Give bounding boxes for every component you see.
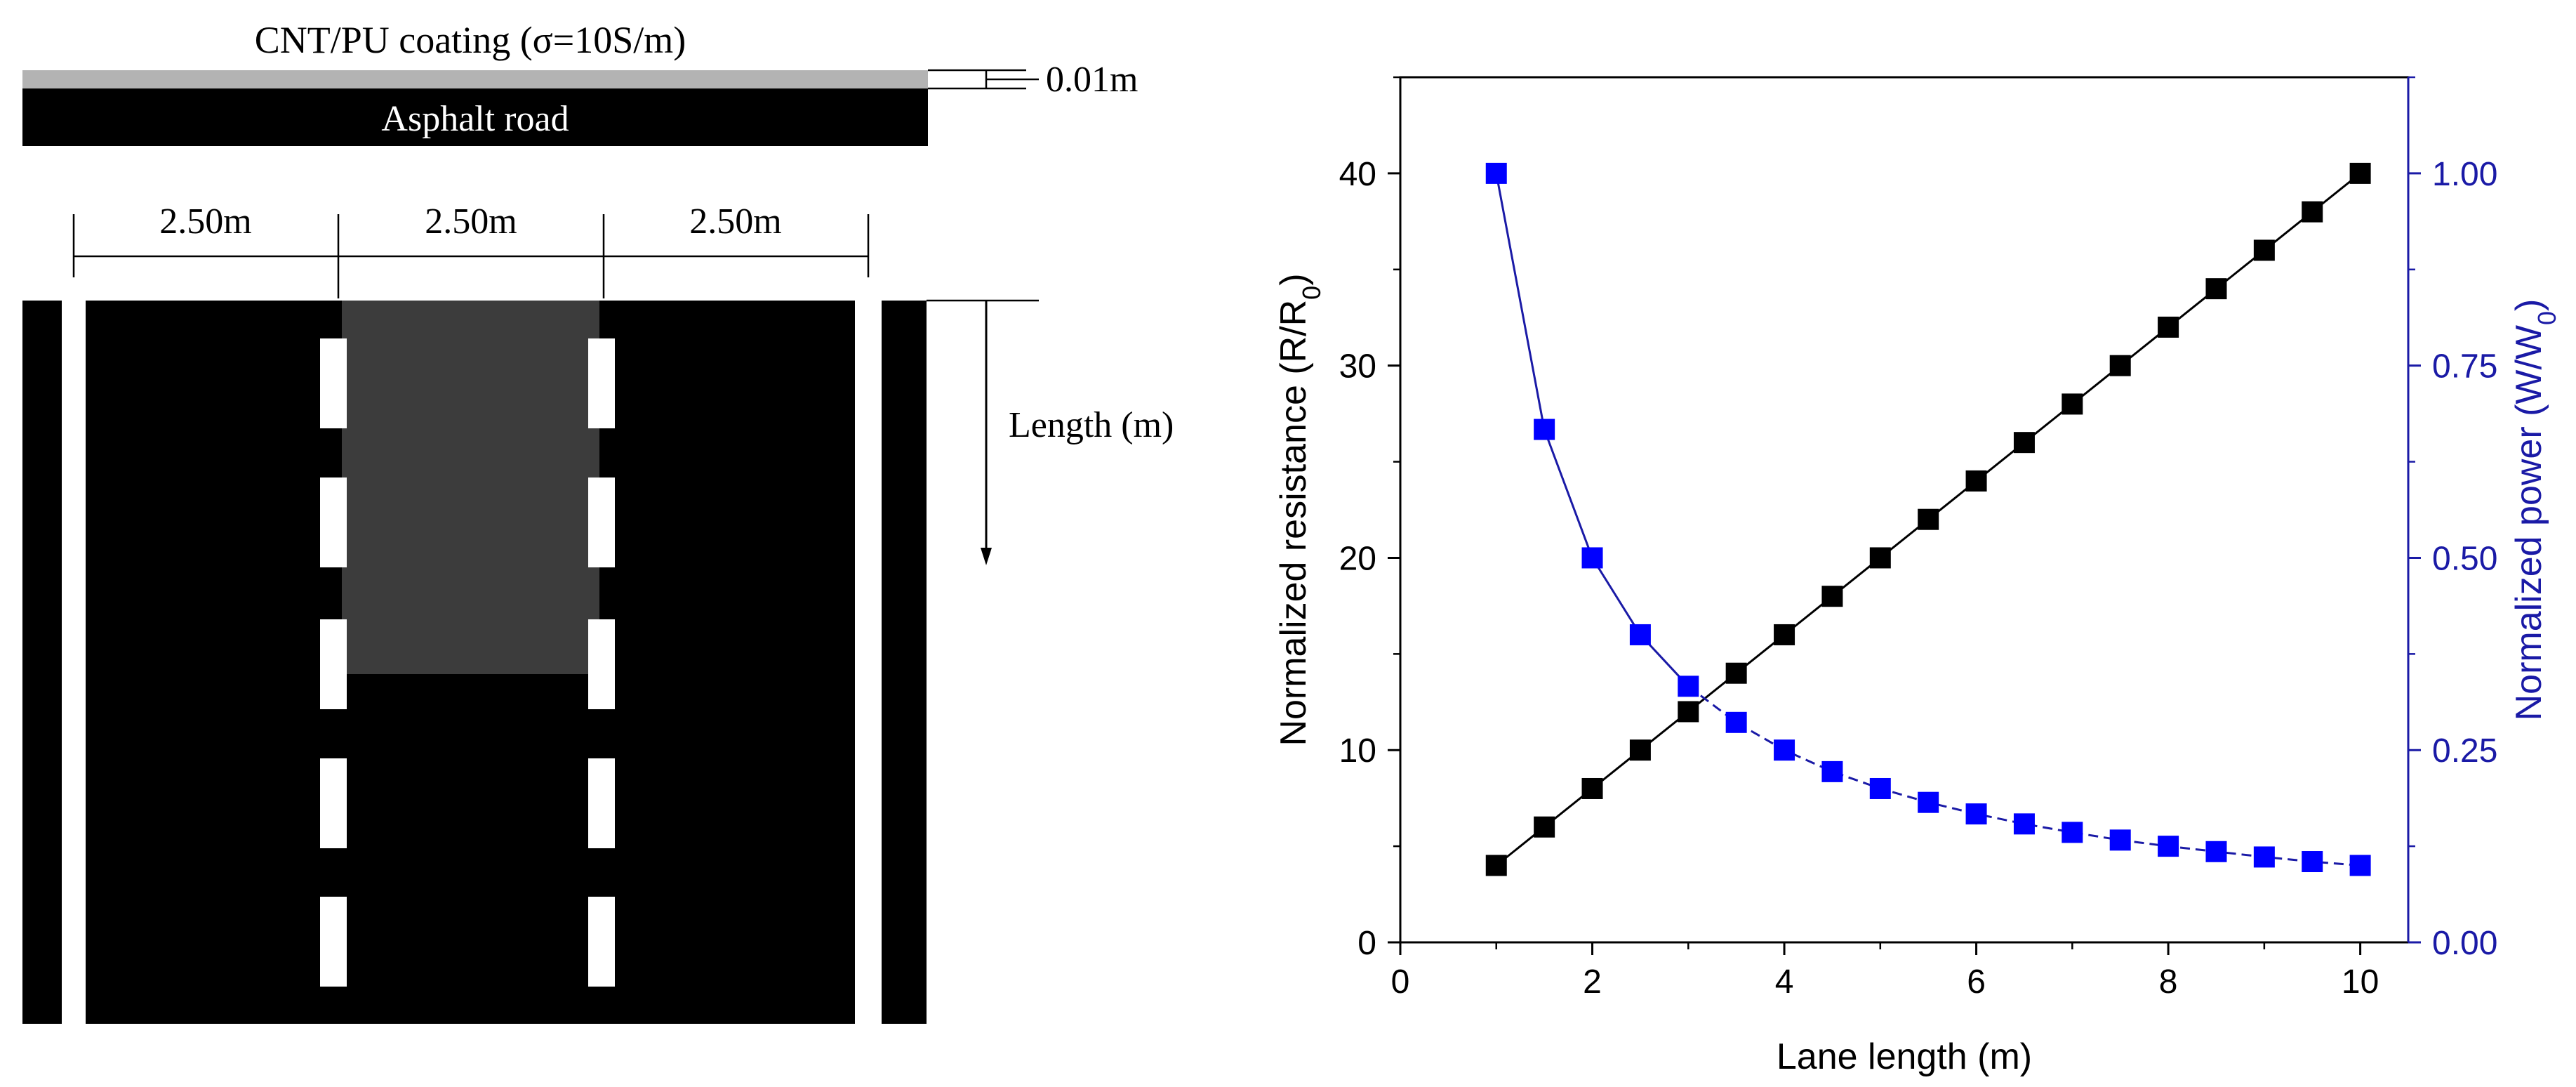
- series-1-point: [2109, 355, 2131, 376]
- lane-marking-dash: [588, 758, 615, 848]
- lane-width-dimension: [72, 214, 870, 298]
- series-2-point: [2302, 851, 2323, 873]
- road-label: Asphalt road: [381, 99, 569, 139]
- series-2-point: [1774, 739, 1795, 761]
- lane-marking-dash: [588, 897, 615, 987]
- x-tick-label: 2: [1583, 963, 1602, 1001]
- x-tick-label: 8: [2159, 963, 2178, 1001]
- series-1-point: [1534, 816, 1555, 838]
- right-y-tick-label: 0.50: [2432, 540, 2497, 577]
- x-axis-ticks: 0 2 4 6 8 10: [1391, 942, 2379, 1001]
- series-1-point: [1629, 739, 1651, 761]
- chart: 0 2 4 6 8 10 0 10 20 30 40 0.00 0.25 0.50 0.75 1.00 L…: [1273, 76, 2561, 1077]
- series-2-point: [2062, 822, 2083, 843]
- series-2-point: [2349, 855, 2371, 876]
- coating-layer: [22, 70, 928, 88]
- x-tick-label: 0: [1391, 963, 1410, 1001]
- series-1-point: [2349, 162, 2371, 184]
- left-y-tick-label: 10: [1339, 732, 1376, 770]
- thickness-dimension: [928, 69, 1039, 90]
- series-2-point: [1918, 791, 1939, 813]
- series-2-point: [1869, 777, 1891, 799]
- series-line-2: [1495, 173, 1689, 687]
- series-2-point: [2253, 846, 2275, 868]
- lane-width-label-3: 2.50m: [689, 202, 781, 242]
- left-y-tick-label: 0: [1357, 925, 1376, 962]
- right-axis-label: Normalized power (W/W0): [2509, 299, 2561, 721]
- series-2-point: [2013, 813, 2035, 835]
- series-1-point: [1918, 508, 1939, 530]
- lane-marking-dash: [320, 897, 347, 987]
- lane-width-label-2: 2.50m: [425, 202, 517, 242]
- series-1-point: [2013, 432, 2035, 454]
- series-2-point: [1485, 162, 1507, 184]
- series-1-point: [2158, 316, 2179, 338]
- right-y-tick-label: 0.25: [2432, 732, 2497, 770]
- left-axis-label: Normalized resistance (R/R0): [1273, 273, 1326, 746]
- series-1-point: [2062, 393, 2083, 415]
- series-1-point: [1821, 586, 1843, 607]
- series-2-point: [1581, 547, 1603, 569]
- plot-frame: [1399, 76, 2410, 944]
- left-y-tick-label: 20: [1339, 540, 1376, 577]
- x-tick-label: 6: [1967, 963, 1986, 1001]
- lane-marking-dash: [320, 619, 347, 709]
- series-1-point: [1485, 855, 1507, 876]
- left-y-tick-label: 30: [1339, 348, 1376, 386]
- lane-markings: [320, 338, 615, 987]
- series-1-point: [1725, 662, 1747, 684]
- series-2-point: [1725, 711, 1747, 733]
- road-diagram: CNT/PU coating (σ=10S/m) Asphalt road 0.…: [22, 19, 1174, 1024]
- lane-marking-dash: [588, 477, 615, 567]
- length-arrowhead: [981, 548, 992, 565]
- series-2-point: [1534, 419, 1555, 440]
- series-1-point: [2253, 239, 2275, 261]
- length-label: Length (m): [1009, 405, 1174, 445]
- series-2-point: [2205, 841, 2227, 862]
- right-shoulder: [882, 301, 927, 1024]
- left-axis-ticks: 0 10 20 30 40: [1339, 76, 1400, 962]
- thickness-label: 0.01m: [1046, 60, 1138, 100]
- lane-width-label-1: 2.50m: [159, 202, 251, 242]
- right-y-tick-label: 0.75: [2432, 348, 2497, 386]
- coating-label: CNT/PU coating (σ=10S/m): [255, 19, 686, 61]
- series-2-point: [2109, 829, 2131, 851]
- right-y-tick-label: 1.00: [2432, 156, 2497, 193]
- series-2-point: [1821, 760, 1843, 782]
- series-2-point: [1629, 624, 1651, 645]
- series-2-point: [1965, 803, 1987, 825]
- right-y-tick-label: 0.00: [2432, 925, 2497, 962]
- left-shoulder: [22, 301, 62, 1024]
- series-2-point: [1678, 676, 1699, 697]
- heated-zone: [342, 301, 599, 674]
- series-1-point: [1678, 701, 1699, 723]
- x-axis-label: Lane length (m): [1777, 1036, 2032, 1077]
- lane-marking-dash: [588, 619, 615, 709]
- left-y-tick-label: 40: [1339, 156, 1376, 193]
- series-points: [1485, 162, 2371, 876]
- series-1-point: [2205, 278, 2227, 300]
- x-tick-label: 4: [1775, 963, 1794, 1001]
- series-1-point: [1774, 624, 1795, 645]
- lane-marking-dash: [320, 338, 347, 428]
- x-tick-label: 10: [2342, 963, 2379, 1001]
- asphalt-layer: [22, 88, 928, 146]
- right-axis-ticks: 0.00 0.25 0.50 0.75 1.00: [2408, 76, 2497, 962]
- series-1-point: [2302, 201, 2323, 223]
- series-1-point: [1581, 777, 1603, 799]
- lane-marking-dash: [320, 758, 347, 848]
- lane-marking-dash: [320, 477, 347, 567]
- series-line-2-dashed: [1687, 685, 2361, 867]
- series-1-point: [1869, 547, 1891, 569]
- series-2-point: [2158, 836, 2179, 857]
- lane-marking-dash: [588, 338, 615, 428]
- series-1-point: [1965, 470, 1987, 492]
